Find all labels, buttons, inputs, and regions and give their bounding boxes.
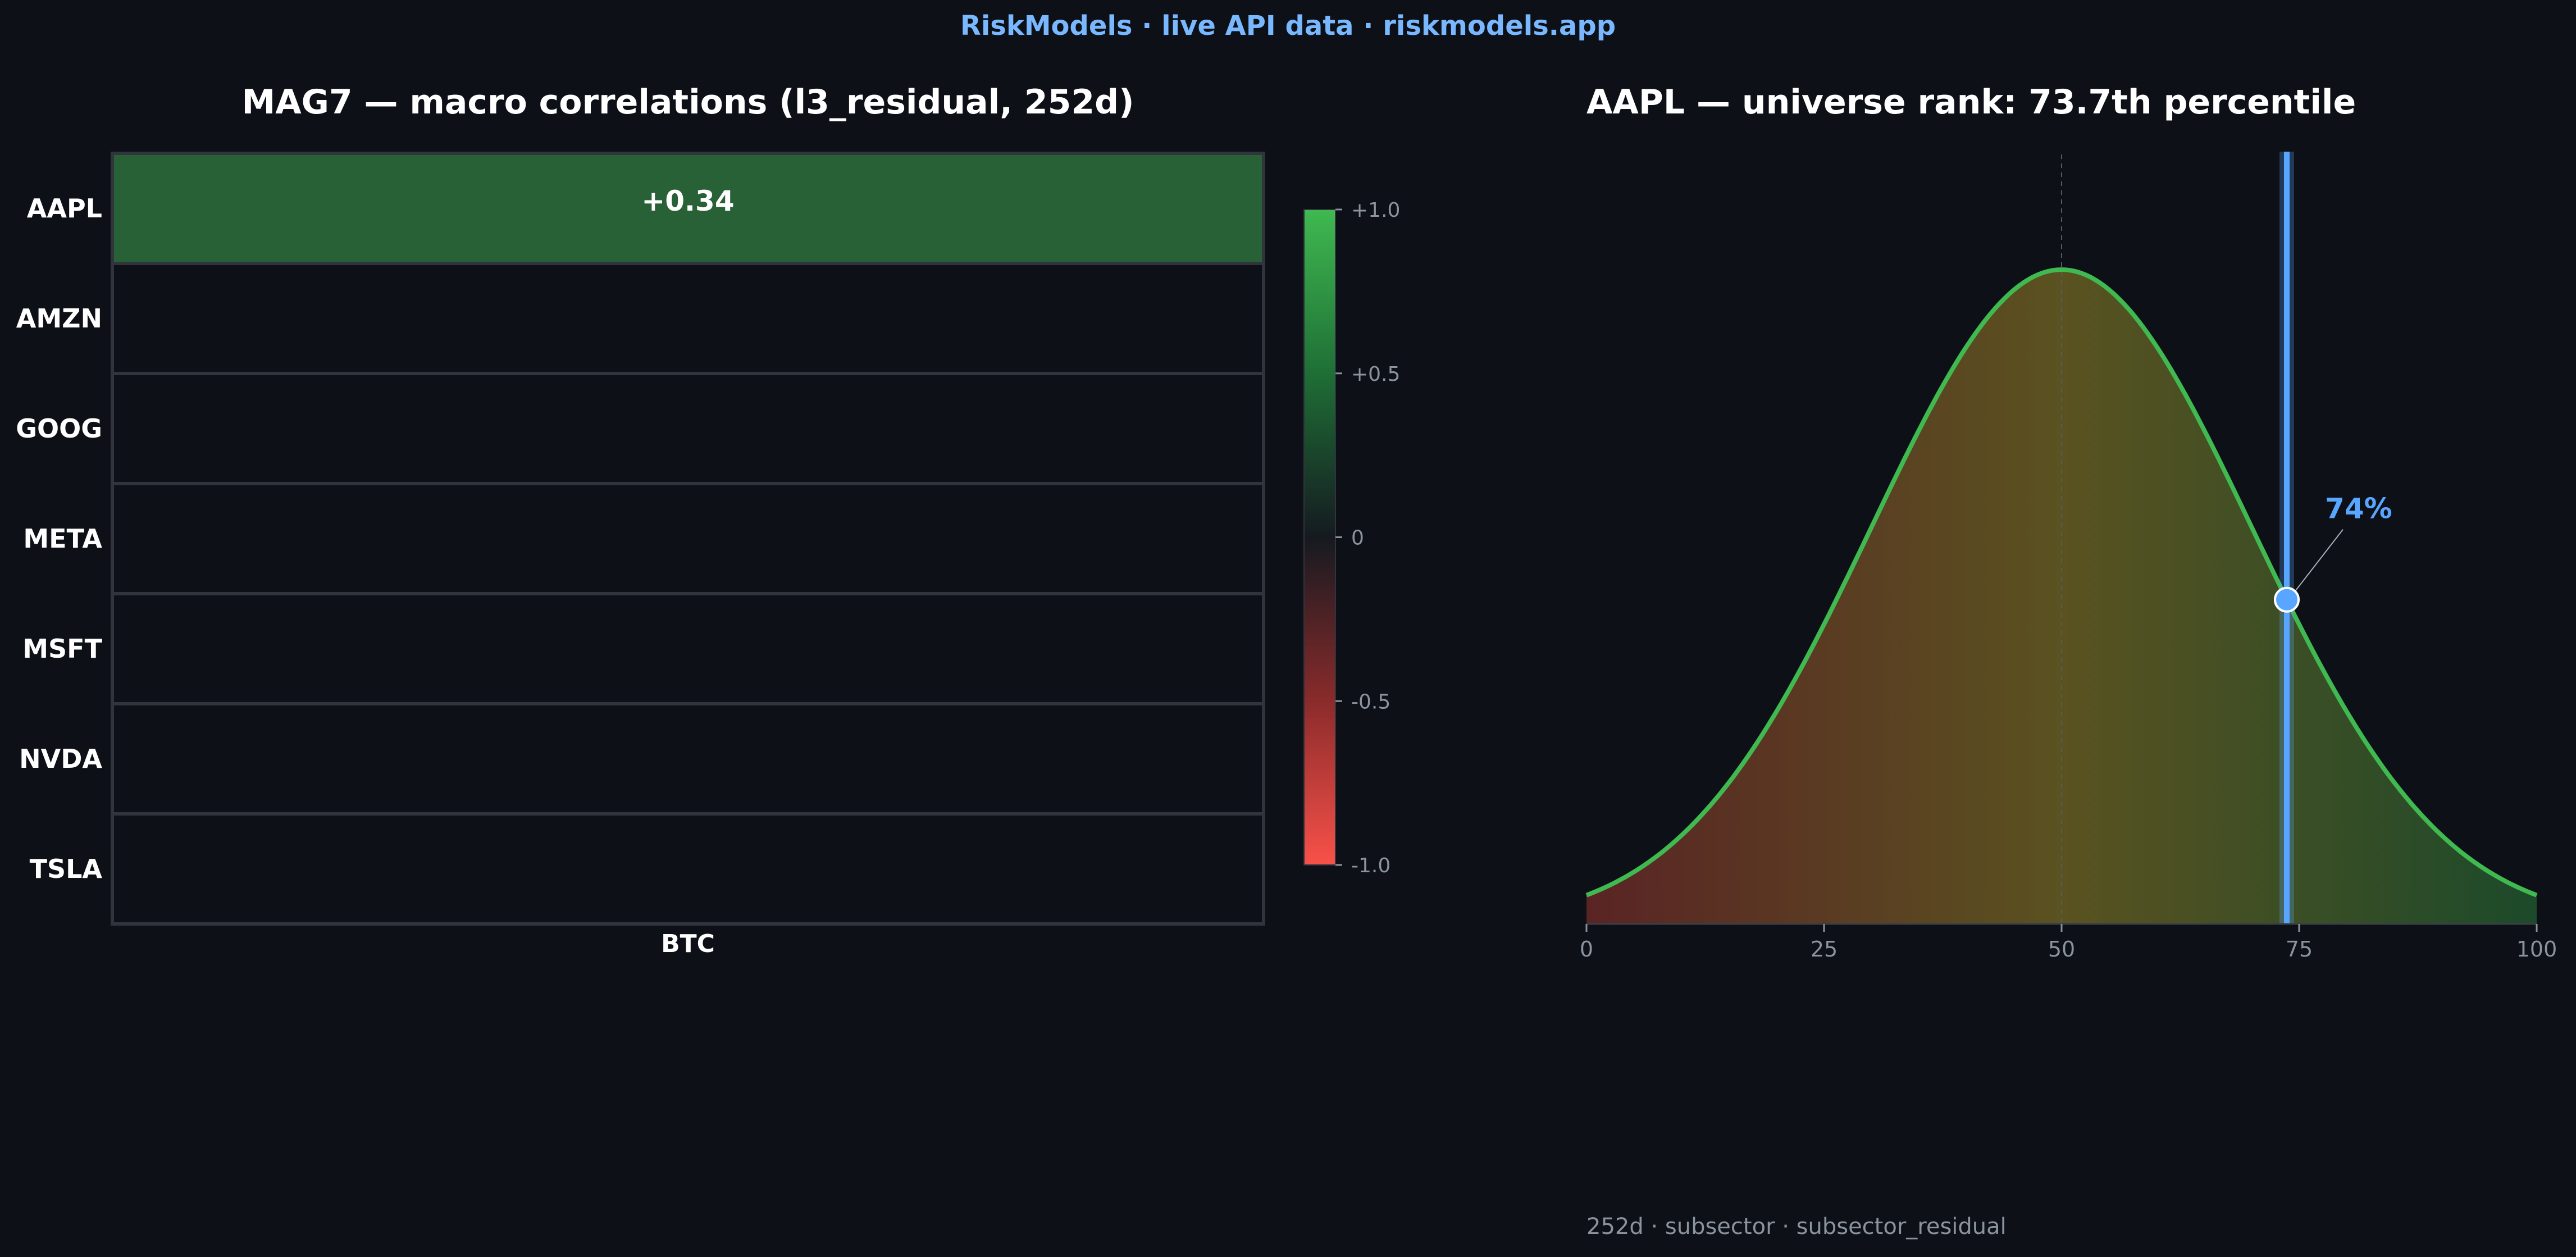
heatmap-column-label: BTC xyxy=(661,930,715,958)
heatmap-row-label: GOOG xyxy=(16,413,102,444)
heatmap-cell xyxy=(111,262,1265,375)
colorbar-tick-label: +1.0 xyxy=(1351,199,1400,222)
heatmap-row-label: NVDA xyxy=(19,744,102,774)
heatmap-cell xyxy=(111,482,1265,595)
colorbar-tick-label: -1.0 xyxy=(1351,854,1390,877)
source-banner: RiskModels · live API data · riskmodels.… xyxy=(960,10,1616,42)
percentile-marker xyxy=(2274,586,2300,613)
heatmap-cell xyxy=(111,812,1265,926)
x-axis-tick-label: 0 xyxy=(1580,937,1593,962)
rank-plot: 74% 0 25 50 75 100 xyxy=(1580,152,2557,962)
heatmap-cell-label: +0.34 xyxy=(641,185,734,217)
heatmap-title: MAG7 — macro correlations (l3_residual, … xyxy=(241,83,1134,122)
heatmap-cell xyxy=(111,702,1265,816)
x-axis-tick-label: 75 xyxy=(2286,937,2313,962)
x-axis-tick-label: 25 xyxy=(1811,937,1838,962)
heatmap-row-label: TSLA xyxy=(30,854,103,884)
heatmap-cell xyxy=(111,592,1265,705)
heatmap-row-label: META xyxy=(23,523,102,554)
rank-footnote: 252d · subsector · subsector_residual xyxy=(1586,1214,2007,1240)
colorbar xyxy=(1303,209,1336,866)
heatmap-row-label: AMZN xyxy=(16,303,102,334)
percentile-marker-label: 74% xyxy=(2325,493,2392,525)
heatmap-plot: AAPL +0.34 AMZN GOOG META MSFT NVDA TSLA xyxy=(16,152,1265,926)
colorbar-tick-label: 0 xyxy=(1351,527,1364,550)
colorbar-tick-label: -0.5 xyxy=(1351,690,1390,713)
heatmap-cell xyxy=(111,372,1265,485)
x-axis-tick-label: 100 xyxy=(2516,937,2557,962)
rank-title: AAPL — universe rank: 73.7th percentile xyxy=(1586,83,2356,122)
x-axis-tick-label: 50 xyxy=(2048,937,2075,962)
heatmap-row-label: MSFT xyxy=(22,634,102,664)
heatmap-cell xyxy=(111,152,1265,265)
heatmap-row-label: AAPL xyxy=(27,193,102,224)
colorbar-ticks: +1.0 +0.5 0 -0.5 -1.0 xyxy=(1335,199,1400,877)
colorbar-tick-label: +0.5 xyxy=(1351,363,1400,386)
distribution-curve xyxy=(1585,267,2538,898)
marker-callout-leader xyxy=(2294,529,2344,593)
